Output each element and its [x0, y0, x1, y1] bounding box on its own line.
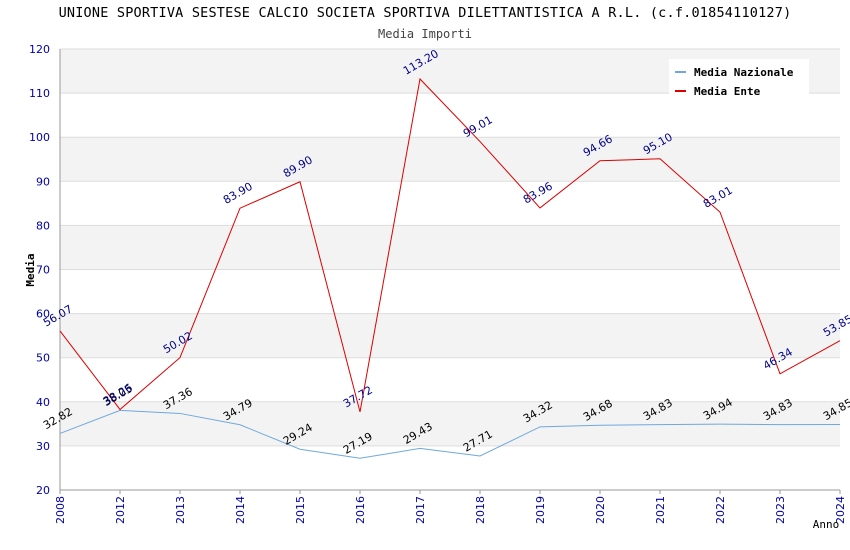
x-tick-label: 2023	[774, 496, 787, 524]
x-tick-label: 2017	[414, 496, 427, 524]
y-axis-label: Media	[24, 253, 37, 286]
x-tick-label: 2019	[534, 496, 547, 524]
x-axis-label: Anno	[813, 518, 840, 531]
x-tick-labels: 2008 2012 2013 2014 2015 2016 2017 2018 2019 2020…	[54, 490, 847, 524]
data-label: 99.01	[461, 113, 495, 140]
series-lines	[59, 77, 841, 459]
y-tick-label: 100	[29, 131, 50, 144]
data-label: 83.90	[221, 180, 255, 207]
y-tick-label: 110	[29, 87, 50, 100]
y-tick-label: 40	[36, 396, 50, 409]
background-band	[60, 137, 840, 182]
background-band	[60, 225, 840, 270]
y-tick-labels: 20 30 40 50 60 70 80 90 100 110 120	[29, 43, 50, 497]
background-bands	[60, 49, 840, 446]
x-tick-label: 2015	[294, 496, 307, 524]
y-tick-label: 70	[36, 264, 50, 277]
x-tick-label: 2020	[594, 496, 607, 524]
x-tick-label: 2024	[834, 496, 847, 524]
x-tick-label: 2021	[654, 496, 667, 524]
y-tick-label: 30	[36, 440, 50, 453]
data-label: 83.96	[521, 180, 555, 207]
y-tick-label: 120	[29, 43, 50, 56]
data-label: 83.01	[701, 184, 735, 211]
chart-subtitle: Media Importi	[378, 27, 472, 41]
x-tick-label: 2008	[54, 496, 67, 524]
x-tick-label: 2014	[234, 496, 247, 524]
axes	[59, 49, 840, 491]
y-tick-label: 50	[36, 352, 50, 365]
y-tick-label: 80	[36, 219, 50, 232]
series-line	[59, 409, 841, 459]
x-tick-label: 2022	[714, 496, 727, 524]
legend-entry: Media Nazionale	[694, 66, 794, 79]
x-tick-label: 2016	[354, 496, 367, 524]
legend: Media Nazionale Media Ente	[669, 59, 809, 99]
legend-entry: Media Ente	[694, 85, 761, 98]
chart-title: UNIONE SPORTIVA SESTESE CALCIO SOCIETA S…	[58, 5, 792, 21]
x-tick-label: 2013	[174, 496, 187, 524]
y-tick-label: 60	[36, 308, 50, 321]
y-tick-label: 90	[36, 175, 50, 188]
background-band	[60, 313, 840, 358]
legend-box	[669, 59, 809, 99]
series-line	[59, 77, 841, 412]
x-tick-label: 2018	[474, 496, 487, 524]
y-tick-label: 20	[36, 484, 50, 497]
x-tick-label: 2012	[114, 496, 127, 524]
